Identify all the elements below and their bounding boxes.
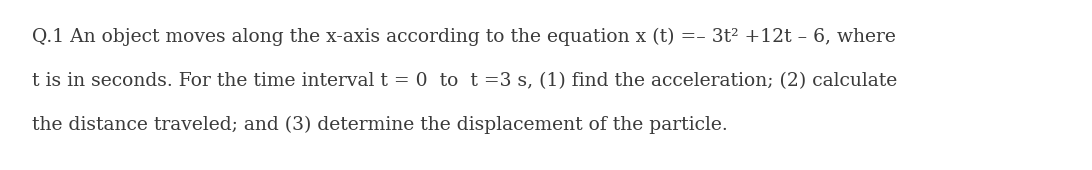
Text: t is in seconds. For the time interval t = 0  to  t =3 s, (1) find the accelerat: t is in seconds. For the time interval t… — [32, 72, 898, 90]
Text: Q.1 An object moves along the x-axis according to the equation x (t) =– 3t² +12t: Q.1 An object moves along the x-axis acc… — [32, 28, 895, 46]
Text: the distance traveled; and (3) determine the displacement of the particle.: the distance traveled; and (3) determine… — [32, 116, 727, 134]
